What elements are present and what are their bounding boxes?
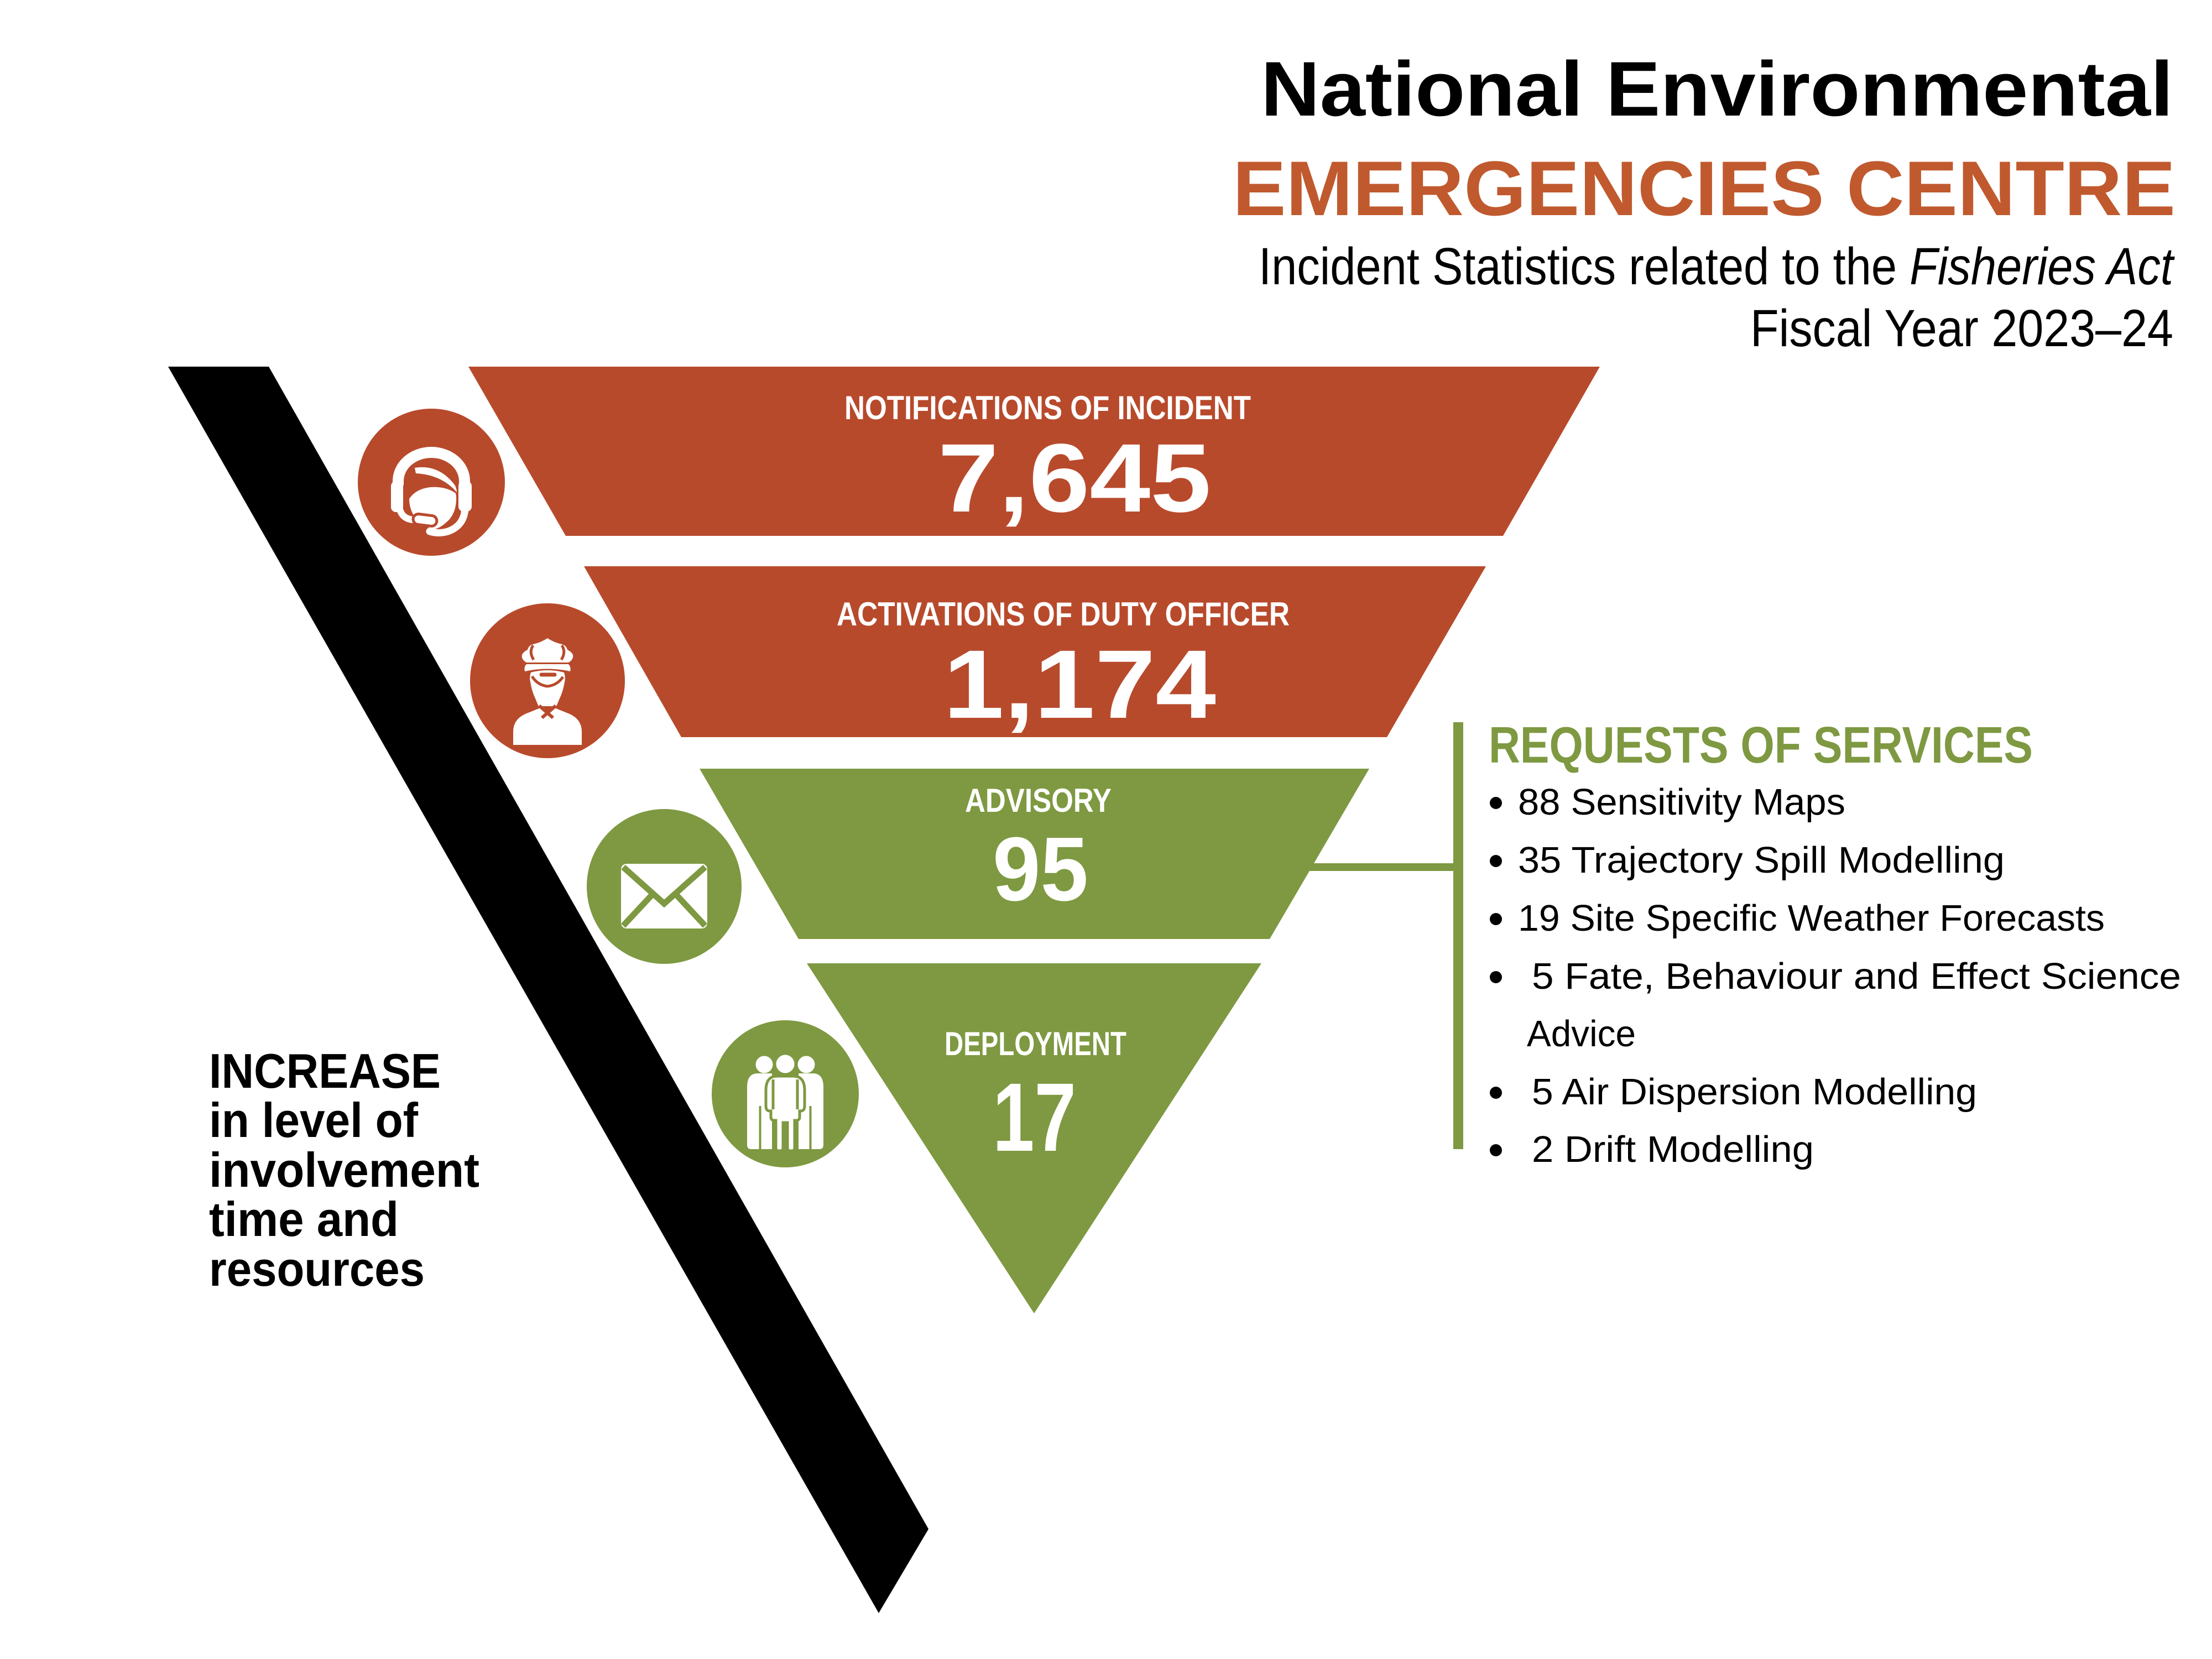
svg-text:5 Fate, Behaviour and Effect S: 5 Fate, Behaviour and Effect Science	[1532, 956, 2181, 997]
svg-text:7,645: 7,645	[938, 424, 1211, 533]
svg-text:EMERGENCIES CENTRE: EMERGENCIES CENTRE	[1233, 145, 2176, 232]
svg-text:17: 17	[993, 1063, 1076, 1172]
svg-text:ADVISORY: ADVISORY	[965, 782, 1112, 819]
svg-text:Fiscal Year 2023–24: Fiscal Year 2023–24	[1750, 299, 2173, 358]
svg-text:National Environmental: National Environmental	[1261, 45, 2173, 132]
svg-text:2 Drift Modelling: 2 Drift Modelling	[1532, 1129, 1814, 1170]
svg-text:involvement: involvement	[209, 1142, 479, 1197]
svg-text:88 Sensitivity Maps: 88 Sensitivity Maps	[1518, 781, 1845, 823]
svg-text:time and: time and	[209, 1192, 399, 1246]
svg-text:REQUESTS OF SERVICES: REQUESTS OF SERVICES	[1489, 716, 2033, 774]
svg-text:in level of: in level of	[209, 1093, 419, 1147]
svg-text:95: 95	[993, 818, 1088, 920]
svg-text:INCREASE: INCREASE	[209, 1044, 441, 1098]
svg-text:DEPLOYMENT: DEPLOYMENT	[945, 1025, 1126, 1062]
svg-text:resources: resources	[209, 1241, 425, 1296]
svg-text:NOTIFICATIONS OF INCIDENT: NOTIFICATIONS OF INCIDENT	[844, 389, 1251, 426]
svg-text:Incident Statistics related to: Incident Statistics related to the Fishe…	[1259, 237, 2175, 296]
svg-text:1,174: 1,174	[943, 630, 1216, 739]
svg-text:Advice: Advice	[1527, 1013, 1636, 1055]
svg-text:19 Site Specific Weather Forec: 19 Site Specific Weather Forecasts	[1518, 898, 2105, 939]
svg-text:5 Air Dispersion Modelling: 5 Air Dispersion Modelling	[1532, 1071, 1977, 1113]
svg-text:ACTIVATIONS OF DUTY OFFICER: ACTIVATIONS OF DUTY OFFICER	[837, 596, 1290, 633]
svg-text:35 Trajectory Spill Modelling: 35 Trajectory Spill Modelling	[1518, 839, 2005, 881]
